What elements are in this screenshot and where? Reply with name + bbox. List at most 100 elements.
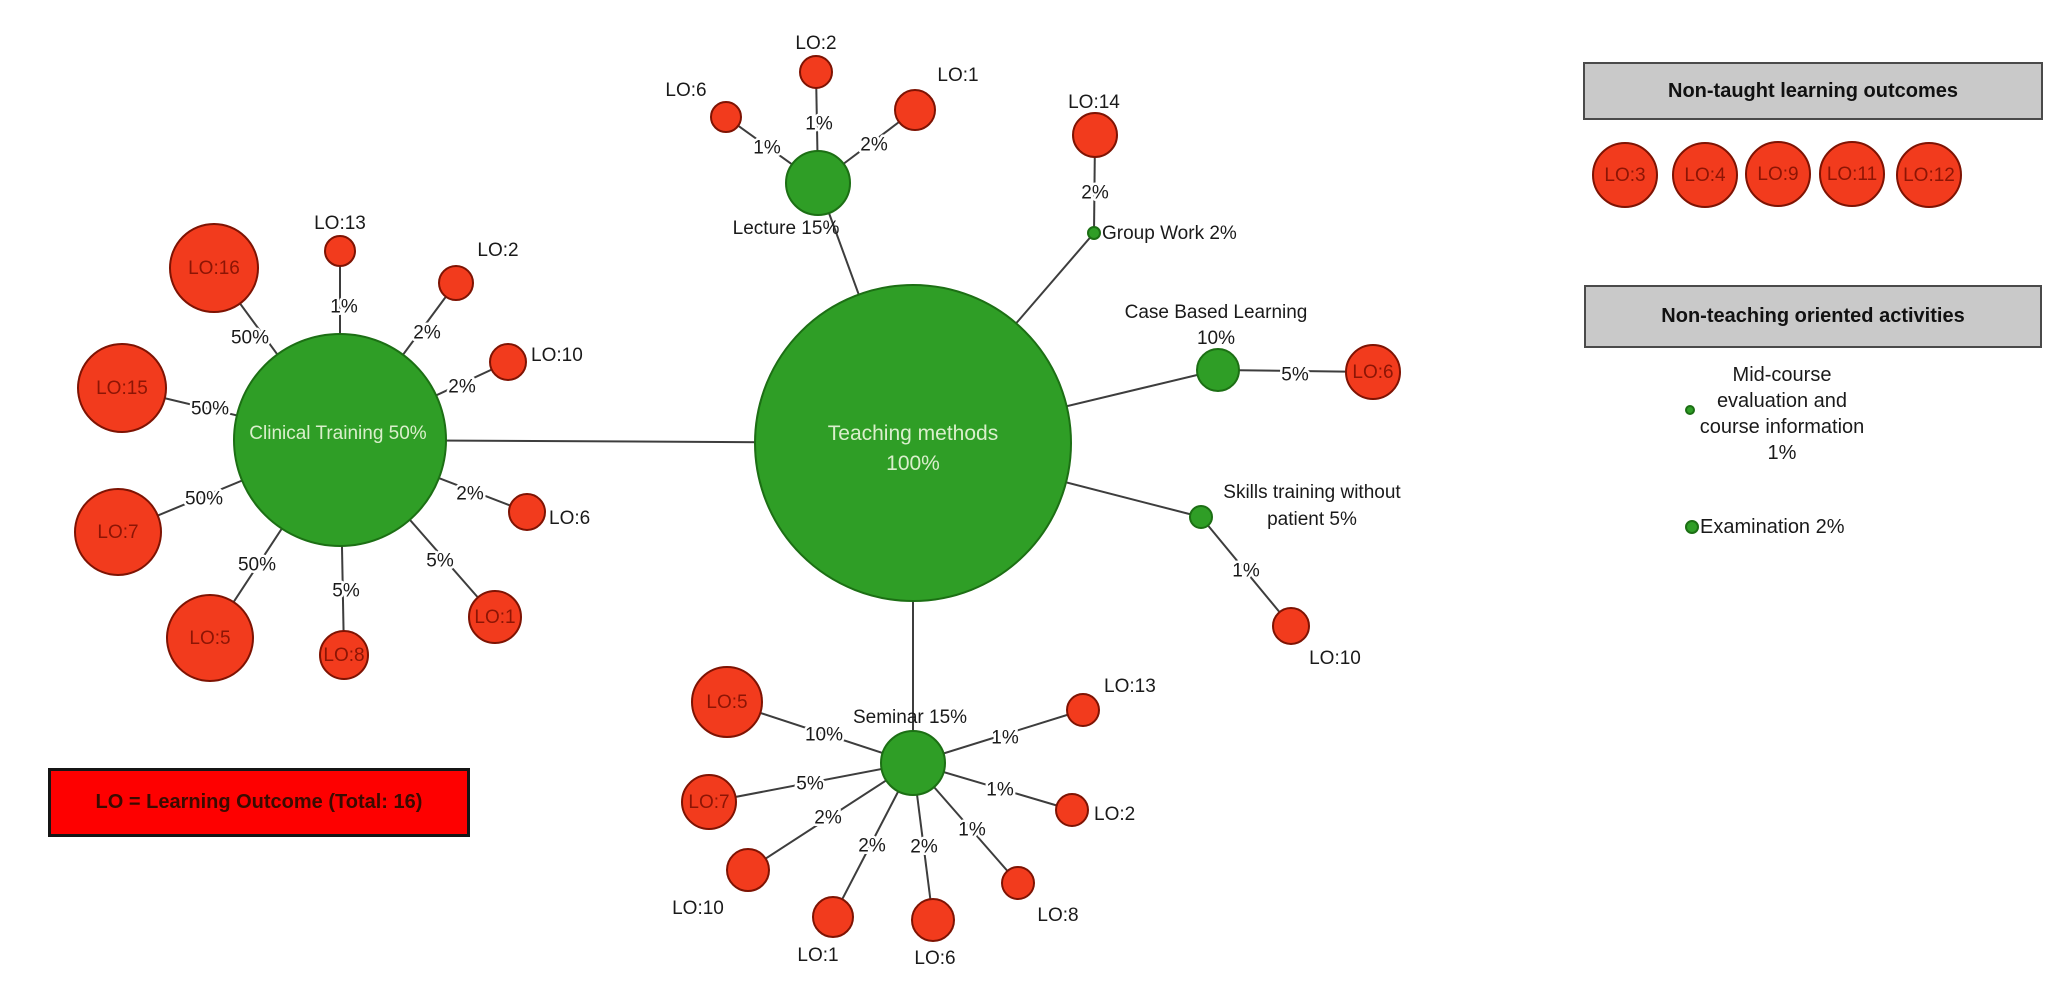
edge-label-seminar-se-lo10: 2% [814, 808, 842, 829]
edge-label-seminar-se-lo7: 5% [796, 774, 824, 795]
node-se-lo8 [1001, 866, 1035, 900]
node-label-cb-lo6: LO:6 [1352, 362, 1393, 383]
node-label-c-lo1: LO:1 [474, 607, 515, 628]
non-teaching-panel-title: Non-teaching oriented activities [1661, 305, 1965, 327]
edge-label-clinical-c-lo6: 2% [456, 484, 484, 505]
node-l-lo6 [710, 101, 742, 133]
examination-label: Examination 2% [1700, 516, 1845, 538]
node-label-nt-lo4: LO:4 [1684, 165, 1726, 186]
node-c-lo8 [319, 630, 369, 680]
node-c-lo16 [169, 223, 259, 313]
node-label-se-lo1: LO:1 [797, 945, 838, 966]
non-teaching-panel-header: Non-teaching oriented activities [1584, 285, 2042, 348]
node-l-lo1 [894, 89, 936, 131]
node-label-se-lo10: LO:10 [672, 898, 724, 919]
node-se-lo1 [812, 896, 854, 938]
node-label-c-lo13: LO:13 [314, 213, 366, 234]
node-c-lo1 [468, 590, 522, 644]
edge-label-clinical-c-lo2: 2% [413, 323, 441, 344]
node-label-seminar: Seminar 15% [853, 707, 967, 728]
node-se-lo2 [1055, 793, 1089, 827]
node-midcourse-dot [1685, 405, 1695, 415]
node-skills [1189, 505, 1213, 529]
edge-label-lecture-l-lo2: 1% [805, 114, 833, 135]
node-label-nt-lo9: LO:9 [1757, 164, 1798, 185]
node-cb-lo6 [1345, 344, 1401, 400]
node-se-lo6 [911, 898, 955, 942]
edge-label-seminar-se-lo2: 1% [986, 780, 1014, 801]
edge-label-seminar-se-lo5: 10% [805, 725, 843, 746]
edge-label-seminar-se-lo1: 2% [858, 836, 886, 857]
node-c-lo2 [438, 265, 474, 301]
edge-skills-s-lo10 [1200, 516, 1292, 627]
edge-label-clinical-c-lo16: 50% [231, 328, 269, 349]
node-nt-lo11 [1819, 141, 1885, 207]
edge-label-lecture-l-lo6: 1% [753, 138, 781, 159]
node-label-c-lo16: LO:16 [188, 258, 240, 279]
node-nt-lo4 [1672, 142, 1738, 208]
node-c-lo13 [324, 235, 356, 267]
edge-label-clinical-c-lo13: 1% [330, 297, 358, 318]
node-seminar [880, 730, 946, 796]
node-label-lecture: Lecture 15% [733, 218, 840, 239]
non-taught-panel-header: Non-taught learning outcomes [1583, 62, 2043, 120]
non-taught-panel-title: Non-taught learning outcomes [1668, 79, 1958, 102]
node-label-se-lo6: LO:6 [914, 948, 955, 969]
node-se-lo5 [691, 666, 763, 738]
lo-legend-label: LO = Learning Outcome (Total: 16) [95, 791, 423, 813]
edge-label-seminar-se-lo8: 1% [958, 820, 986, 841]
edge-label-clinical-c-lo1: 5% [426, 551, 454, 572]
edge-label-seminar-se-lo13: 1% [991, 728, 1019, 749]
edge-label-clinical-c-lo5: 50% [238, 555, 276, 576]
node-groupwork [1087, 226, 1101, 240]
node-se-lo10 [726, 848, 770, 892]
node-clinical [233, 333, 447, 547]
node-label-se-lo7: LO:7 [688, 792, 729, 813]
node-label-clinical: Clinical Training 50% [249, 423, 427, 444]
node-c-lo10 [489, 343, 527, 381]
node-c-lo15 [77, 343, 167, 433]
node-label-s-lo10: LO:10 [1309, 648, 1361, 669]
node-label-groupwork: Group Work 2% [1102, 223, 1237, 244]
node-label-c-lo7: LO:7 [97, 522, 138, 543]
node-label-l-lo6: LO:6 [665, 80, 706, 101]
node-c-lo5 [166, 594, 254, 682]
node-label-c-lo6: LO:6 [549, 508, 590, 529]
edge-label-cbl-cb-lo6: 5% [1281, 365, 1309, 386]
node-label-c-lo15: LO:15 [96, 378, 148, 399]
node-label-se-lo8: LO:8 [1037, 905, 1078, 926]
node-label-g-lo14: LO:14 [1068, 92, 1120, 113]
node-label-c-lo5: LO:5 [189, 628, 230, 649]
node-label-skills: Skills training without patient 5% [1223, 482, 1401, 530]
node-c-lo7 [74, 488, 162, 576]
node-label-l-lo1: LO:1 [937, 65, 978, 86]
edge-label-skills-s-lo10: 1% [1232, 561, 1260, 582]
node-label-c-lo2: LO:2 [477, 240, 518, 261]
node-label-c-lo10: LO:10 [531, 345, 583, 366]
node-c-lo6 [508, 493, 546, 531]
node-label-se-lo2: LO:2 [1094, 804, 1135, 825]
edge-label-clinical-c-lo7: 50% [185, 489, 223, 510]
edge-label-lecture-l-lo1: 2% [860, 135, 888, 156]
node-label-l-lo2: LO:2 [795, 33, 836, 54]
node-nt-lo9 [1745, 141, 1811, 207]
node-s-lo10 [1272, 607, 1310, 645]
node-l-lo2 [799, 55, 833, 89]
node-label-se-lo13: LO:13 [1104, 676, 1156, 697]
edge-label-clinical-c-lo10: 2% [448, 377, 476, 398]
node-g-lo14 [1072, 112, 1118, 158]
node-se-lo7 [681, 774, 737, 830]
node-cbl [1196, 348, 1240, 392]
node-nt-lo12 [1896, 142, 1962, 208]
edge-label-groupwork-g-lo14: 2% [1081, 183, 1109, 204]
node-exam-dot [1685, 520, 1699, 534]
mid-course-evaluation-label: Mid-course evaluation and course informa… [1699, 364, 1865, 464]
node-label-teaching: Teaching methods 100% [828, 422, 998, 475]
node-nt-lo3 [1592, 142, 1658, 208]
edge-label-seminar-se-lo6: 2% [910, 837, 938, 858]
node-label-nt-lo11: LO:11 [1827, 164, 1877, 185]
lo-legend-box: LO = Learning Outcome (Total: 16) [48, 768, 470, 837]
edge-label-clinical-c-lo15: 50% [191, 399, 229, 420]
node-label-nt-lo3: LO:3 [1604, 165, 1645, 186]
